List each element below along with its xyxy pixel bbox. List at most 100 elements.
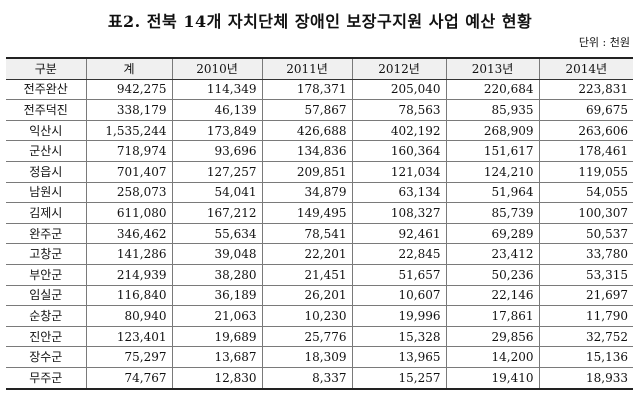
region-name-cell: 정읍시 <box>6 160 87 183</box>
total-cell: 346,462 <box>85 222 173 245</box>
value-2013-cell: 51,964 <box>445 181 540 204</box>
value-2011-cell: 25,776 <box>261 325 353 348</box>
value-2012-cell: 205,040 <box>351 78 447 101</box>
value-2011-cell: 149,495 <box>261 202 353 224</box>
value-2013-cell: 85,739 <box>445 202 540 224</box>
header-2011: 2011년 <box>261 57 353 80</box>
value-2011-cell: 8,337 <box>261 366 353 390</box>
value-2014-cell: 69,675 <box>538 99 633 121</box>
header-2012: 2012년 <box>351 57 447 80</box>
table-row: 전주덕진 338,179 46,139 57,867 78,563 85,935 69,67… <box>6 99 633 121</box>
total-cell: 942,275 <box>85 78 173 101</box>
value-2012-cell: 15,328 <box>351 325 447 348</box>
region-name-cell: 부안군 <box>6 263 87 286</box>
region-name-cell: 무주군 <box>6 366 87 390</box>
value-2012-cell: 19,996 <box>351 305 447 327</box>
region-name-cell: 남원시 <box>6 181 87 204</box>
table-row: 완주군 346,462 55,634 78,541 92,461 69,289 50,537 <box>6 222 633 245</box>
total-cell: 701,407 <box>85 160 173 183</box>
value-2013-cell: 14,200 <box>445 346 540 368</box>
value-2011-cell: 21,451 <box>261 263 353 286</box>
value-2011-cell: 178,371 <box>261 78 353 101</box>
total-cell: 338,179 <box>85 99 173 121</box>
value-2014-cell: 32,752 <box>538 325 633 348</box>
region-name-cell: 익산시 <box>6 119 87 142</box>
value-2012-cell: 78,563 <box>351 99 447 121</box>
value-2011-cell: 78,541 <box>261 222 353 245</box>
value-2014-cell: 119,055 <box>538 160 633 183</box>
value-2012-cell: 160,364 <box>351 140 447 162</box>
value-2012-cell: 63,134 <box>351 181 447 204</box>
table-row: 부안군 214,939 38,280 21,451 51,657 50,236 53,315 <box>6 263 633 286</box>
table-row: 진안군 123,401 19,689 25,776 15,328 29,856 32,752 <box>6 325 633 348</box>
value-2011-cell: 18,309 <box>261 346 353 368</box>
value-2012-cell: 10,607 <box>351 284 447 307</box>
value-2011-cell: 10,230 <box>261 305 353 327</box>
table-row: 익산시 1,535,244 173,849 426,688 402,192 268,909… <box>6 119 633 142</box>
region-name-cell: 장수군 <box>6 346 87 368</box>
value-2011-cell: 26,201 <box>261 284 353 307</box>
region-name-cell: 김제시 <box>6 202 87 224</box>
value-2013-cell: 22,146 <box>445 284 540 307</box>
value-2012-cell: 402,192 <box>351 119 447 142</box>
value-2012-cell: 51,657 <box>351 263 447 286</box>
table-row: 남원시 258,073 54,041 34,879 63,134 51,964 54,055 <box>6 181 633 204</box>
value-2012-cell: 15,257 <box>351 366 447 390</box>
budget-table: 구분 계 2010년 2011년 2012년 2013년 2014년 전주완산 9… <box>6 57 633 390</box>
value-2014-cell: 223,831 <box>538 78 633 101</box>
table-row: 군산시 718,974 93,696 134,836 160,364 151,617 178… <box>6 140 633 162</box>
region-name-cell: 전주완산 <box>6 78 87 101</box>
value-2011-cell: 209,851 <box>261 160 353 183</box>
value-2010-cell: 21,063 <box>171 305 263 327</box>
value-2012-cell: 108,327 <box>351 202 447 224</box>
region-name-cell: 임실군 <box>6 284 87 307</box>
value-2013-cell: 17,861 <box>445 305 540 327</box>
total-cell: 214,939 <box>85 263 173 286</box>
value-2014-cell: 18,933 <box>538 366 633 390</box>
value-2010-cell: 114,349 <box>171 78 263 101</box>
value-2014-cell: 33,780 <box>538 243 633 265</box>
total-cell: 611,080 <box>85 202 173 224</box>
total-cell: 74,767 <box>85 366 173 390</box>
value-2011-cell: 57,867 <box>261 99 353 121</box>
region-name-cell: 진안군 <box>6 325 87 348</box>
value-2012-cell: 13,965 <box>351 346 447 368</box>
value-2011-cell: 426,688 <box>261 119 353 142</box>
value-2013-cell: 69,289 <box>445 222 540 245</box>
value-2013-cell: 124,210 <box>445 160 540 183</box>
table-row: 전주완산 942,275 114,349 178,371 205,040 220,684 2… <box>6 78 633 101</box>
value-2010-cell: 54,041 <box>171 181 263 204</box>
value-2010-cell: 12,830 <box>171 366 263 390</box>
table-row: 장수군 75,297 13,687 18,309 13,965 14,200 15,136 <box>6 346 633 368</box>
value-2014-cell: 54,055 <box>538 181 633 204</box>
region-name-cell: 완주군 <box>6 222 87 245</box>
header-2013: 2013년 <box>445 57 540 80</box>
value-2010-cell: 55,634 <box>171 222 263 245</box>
table-row: 임실군 116,840 36,189 26,201 10,607 22,146 21,697 <box>6 284 633 307</box>
value-2011-cell: 22,201 <box>261 243 353 265</box>
table-row: 김제시 611,080 167,212 149,495 108,327 85,739 100… <box>6 202 633 224</box>
value-2012-cell: 92,461 <box>351 222 447 245</box>
value-2010-cell: 36,189 <box>171 284 263 307</box>
total-cell: 141,286 <box>85 243 173 265</box>
total-cell: 258,073 <box>85 181 173 204</box>
value-2013-cell: 220,684 <box>445 78 540 101</box>
total-cell: 116,840 <box>85 284 173 307</box>
table-title: 표2. 전북 14개 자치단체 장애인 보장구지원 사업 예산 현황 <box>107 12 533 31</box>
value-2010-cell: 39,048 <box>171 243 263 265</box>
value-2014-cell: 100,307 <box>538 202 633 224</box>
value-2013-cell: 50,236 <box>445 263 540 286</box>
value-2012-cell: 121,034 <box>351 160 447 183</box>
value-2010-cell: 173,849 <box>171 119 263 142</box>
value-2014-cell: 263,606 <box>538 119 633 142</box>
table-row: 순창군 80,940 21,063 10,230 19,996 17,861 11,790 <box>6 305 633 327</box>
value-2014-cell: 178,461 <box>538 140 633 162</box>
value-2013-cell: 268,909 <box>445 119 540 142</box>
region-name-cell: 고창군 <box>6 243 87 265</box>
table-row: 무주군 74,767 12,830 8,337 15,257 19,410 18,933 <box>6 366 633 390</box>
value-2013-cell: 23,412 <box>445 243 540 265</box>
table-body: 전주완산 942,275 114,349 178,371 205,040 220,684 2… <box>6 78 633 390</box>
value-2010-cell: 19,689 <box>171 325 263 348</box>
header-total: 계 <box>85 57 173 80</box>
total-cell: 80,940 <box>85 305 173 327</box>
